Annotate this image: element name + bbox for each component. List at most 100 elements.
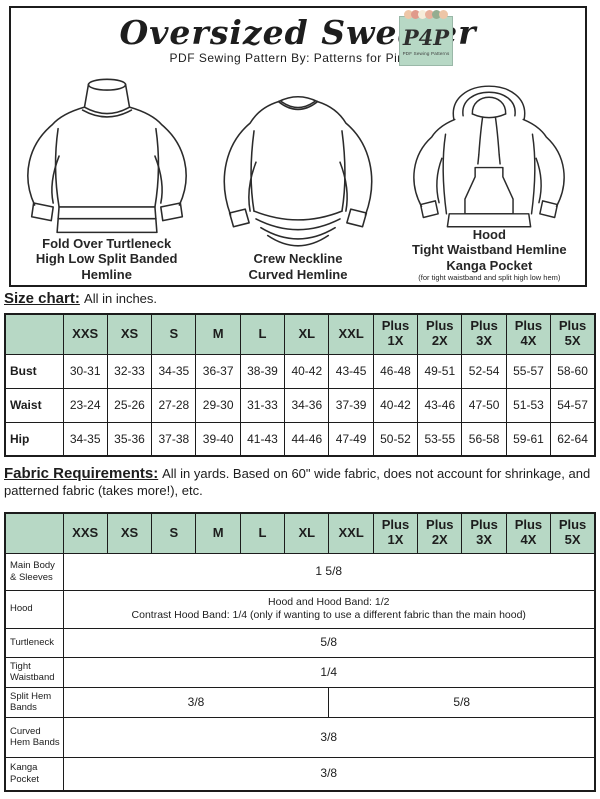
fabric-requirements-heading-label: Fabric Requirements: bbox=[4, 465, 159, 482]
turtleneck-sweater-figure: Fold Over Turtleneck High Low Split Band… bbox=[11, 64, 202, 286]
size-row-waist: Waist 23-24 25-26 27-28 29-30 31-33 34-36 37-39… bbox=[4, 387, 596, 423]
row-label-cell: Tight Waistband bbox=[4, 656, 64, 688]
size-value-cell: 58-60 bbox=[550, 353, 596, 389]
column-header-s: S bbox=[151, 512, 197, 554]
hoodie-figure: Hood Tight Waistband Hemline Kanga Pocke… bbox=[394, 64, 585, 286]
column-header-plus-2x: Plus 2X bbox=[417, 512, 463, 554]
crew-sweater-illustration bbox=[223, 95, 373, 247]
size-value-cell: 44-46 bbox=[284, 421, 330, 457]
size-value-cell: 40-42 bbox=[372, 387, 419, 423]
size-value-cell: 59-61 bbox=[505, 421, 552, 457]
column-header-plus-1x: Plus 1X bbox=[372, 313, 419, 355]
size-value-cell: 49-51 bbox=[417, 353, 463, 389]
row-label-cell: Main Body & Sleeves bbox=[4, 552, 64, 591]
fabric-row-split-hem-bands: Split Hem Bands 3/8 5/8 bbox=[4, 686, 596, 718]
row-label-cell: Turtleneck bbox=[4, 627, 64, 658]
column-header-xxl: XXL bbox=[328, 512, 374, 554]
column-header-xxl: XXL bbox=[328, 313, 374, 355]
fabric-row-main-body-sleeves: Main Body & Sleeves 1 5/8 bbox=[4, 552, 596, 591]
fabric-value-cell: 5/8 bbox=[62, 627, 596, 658]
size-value-cell: 34-36 bbox=[284, 387, 330, 423]
size-value-cell: 43-45 bbox=[328, 353, 374, 389]
size-value-cell: 37-38 bbox=[151, 421, 197, 457]
fabric-row-tight-waistband: Tight Waistband 1/4 bbox=[4, 656, 596, 688]
size-value-cell: 47-50 bbox=[461, 387, 507, 423]
fabric-requirements-table: XXS XS S M L XL XXL Plus 1X Plus 2X Plus 3X Plus 4X Plu… bbox=[4, 512, 596, 792]
size-value-cell: 56-58 bbox=[461, 421, 507, 457]
size-row-hip: Hip 34-35 35-36 37-38 39-40 41-43 44-46 47-49 50… bbox=[4, 421, 596, 457]
corner-cell bbox=[4, 313, 64, 355]
column-header-plus-4x: Plus 4X bbox=[505, 313, 552, 355]
pattern-cover-panel: Oversized Sweater PDF Sewing Pattern By:… bbox=[9, 6, 587, 287]
size-value-cell: 47-49 bbox=[328, 421, 374, 457]
size-value-cell: 36-37 bbox=[195, 353, 241, 389]
column-header-l: L bbox=[239, 512, 286, 554]
fabric-value-cell: 5/8 bbox=[328, 686, 596, 718]
fabric-value-cell: 3/8 bbox=[62, 716, 596, 758]
size-value-cell: 32-33 bbox=[106, 353, 153, 389]
row-label-cell: Bust bbox=[4, 353, 64, 389]
column-header-plus-1x: Plus 1X bbox=[372, 512, 419, 554]
size-value-cell: 37-39 bbox=[328, 387, 374, 423]
row-label-cell: Split Hem Bands bbox=[4, 686, 64, 718]
fabric-value-cell: 1/4 bbox=[62, 656, 596, 688]
column-header-plus-5x: Plus 5X bbox=[550, 313, 596, 355]
size-row-bust: Bust 30-31 32-33 34-35 36-37 38-39 40-42 43-45 4… bbox=[4, 353, 596, 389]
title-block: Oversized Sweater PDF Sewing Pattern By:… bbox=[11, 8, 585, 65]
column-header-plus-3x: Plus 3X bbox=[461, 512, 507, 554]
brand-logo: P4P PDF Sewing Patterns bbox=[399, 10, 453, 66]
size-value-cell: 51-53 bbox=[505, 387, 552, 423]
column-header-xxs: XXS bbox=[62, 313, 108, 355]
size-value-cell: 23-24 bbox=[62, 387, 108, 423]
column-header-xs: XS bbox=[106, 313, 153, 355]
page-title: Oversized Sweater bbox=[119, 13, 477, 52]
column-header-m: M bbox=[195, 313, 241, 355]
fabric-requirements-heading-note: All in yards. Based on 60" wide fabric, … bbox=[4, 466, 591, 499]
size-value-cell: 50-52 bbox=[372, 421, 419, 457]
size-value-cell: 62-64 bbox=[550, 421, 596, 457]
fabric-value-cell: 3/8 bbox=[62, 756, 596, 792]
page-subtitle: PDF Sewing Pattern By: Patterns for Pira… bbox=[169, 51, 427, 65]
column-header-xs: XS bbox=[106, 512, 153, 554]
hoodie-caption: Hood Tight Waistband Hemline Kanga Pocke… bbox=[394, 227, 585, 282]
turtleneck-sweater-illustration bbox=[26, 78, 187, 234]
hoodie-caption-note: (for tight waistband and split high low … bbox=[418, 273, 561, 282]
size-value-cell: 54-57 bbox=[550, 387, 596, 423]
fabric-value-cell: 1 5/8 bbox=[62, 552, 596, 591]
size-value-cell: 39-40 bbox=[195, 421, 241, 457]
row-label-cell: Hood bbox=[4, 589, 64, 629]
fabric-requirements-heading: Fabric Requirements: All in yards. Based… bbox=[4, 465, 594, 499]
size-value-cell: 31-33 bbox=[239, 387, 286, 423]
size-value-cell: 43-46 bbox=[417, 387, 463, 423]
size-chart-heading-note: All in inches. bbox=[84, 291, 158, 306]
size-value-cell: 53-55 bbox=[417, 421, 463, 457]
column-header-m: M bbox=[195, 512, 241, 554]
size-chart-heading: Size chart: All in inches. bbox=[4, 290, 157, 307]
row-label-cell: Waist bbox=[4, 387, 64, 423]
fabric-value-cell: Hood and Hood Band: 1/2 Contrast Hood Ban… bbox=[62, 589, 596, 629]
column-header-xxs: XXS bbox=[62, 512, 108, 554]
size-value-cell: 41-43 bbox=[239, 421, 286, 457]
crew-sweater-figure: Crew Neckline Curved Hemline bbox=[202, 64, 393, 286]
size-value-cell: 55-57 bbox=[505, 353, 552, 389]
flower-decoration-icon bbox=[400, 10, 452, 24]
size-value-cell: 38-39 bbox=[239, 353, 286, 389]
size-value-cell: 40-42 bbox=[284, 353, 330, 389]
fabric-row-hood: Hood Hood and Hood Band: 1/2 Contrast Hood… bbox=[4, 589, 596, 629]
corner-cell bbox=[4, 512, 64, 554]
hoodie-illustration bbox=[413, 85, 566, 228]
column-header-plus-5x: Plus 5X bbox=[550, 512, 596, 554]
size-value-cell: 29-30 bbox=[195, 387, 241, 423]
size-value-cell: 27-28 bbox=[151, 387, 197, 423]
size-value-cell: 46-48 bbox=[372, 353, 419, 389]
column-header-s: S bbox=[151, 313, 197, 355]
size-chart-heading-label: Size chart: bbox=[4, 290, 80, 307]
column-header-xl: XL bbox=[284, 512, 330, 554]
size-chart-table: XXS XS S M L XL XXL Plus 1X Plus 2X Plus 3X Plus 4X Plu… bbox=[4, 313, 596, 457]
size-value-cell: 34-35 bbox=[151, 353, 197, 389]
column-header-xl: XL bbox=[284, 313, 330, 355]
crew-caption: Crew Neckline Curved Hemline bbox=[248, 251, 348, 282]
size-value-cell: 30-31 bbox=[62, 353, 108, 389]
row-label-cell: Curved Hem Bands bbox=[4, 716, 64, 758]
column-header-l: L bbox=[239, 313, 286, 355]
